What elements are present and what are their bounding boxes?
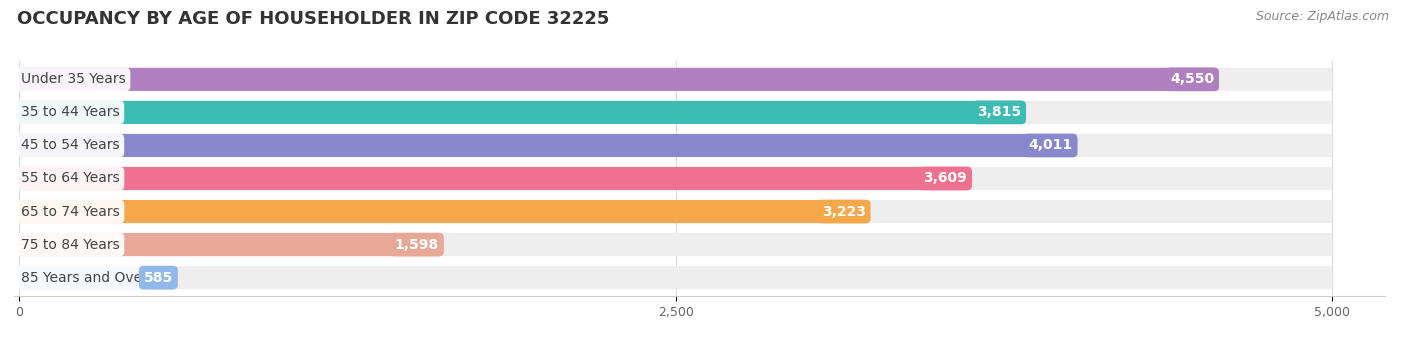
Text: 75 to 84 Years: 75 to 84 Years (21, 238, 120, 252)
Text: 3,609: 3,609 (924, 171, 967, 186)
Text: 1,598: 1,598 (395, 238, 439, 252)
FancyBboxPatch shape (20, 200, 1333, 223)
Text: 85 Years and Over: 85 Years and Over (21, 271, 148, 285)
Text: 65 to 74 Years: 65 to 74 Years (21, 205, 120, 219)
Text: Under 35 Years: Under 35 Years (21, 72, 125, 86)
Text: 585: 585 (143, 271, 173, 285)
FancyBboxPatch shape (20, 68, 1333, 91)
FancyBboxPatch shape (20, 233, 439, 256)
Text: 35 to 44 Years: 35 to 44 Years (21, 105, 120, 119)
Text: 3,815: 3,815 (977, 105, 1021, 119)
FancyBboxPatch shape (20, 233, 1333, 256)
Text: 45 to 54 Years: 45 to 54 Years (21, 138, 120, 152)
FancyBboxPatch shape (20, 134, 1073, 157)
FancyBboxPatch shape (20, 68, 1215, 91)
Text: 4,011: 4,011 (1029, 138, 1073, 152)
FancyBboxPatch shape (20, 101, 1021, 124)
FancyBboxPatch shape (20, 167, 967, 190)
Text: Source: ZipAtlas.com: Source: ZipAtlas.com (1256, 10, 1389, 23)
Text: OCCUPANCY BY AGE OF HOUSEHOLDER IN ZIP CODE 32225: OCCUPANCY BY AGE OF HOUSEHOLDER IN ZIP C… (17, 10, 609, 28)
FancyBboxPatch shape (20, 134, 1333, 157)
FancyBboxPatch shape (20, 167, 1333, 190)
FancyBboxPatch shape (20, 266, 173, 289)
Text: 4,550: 4,550 (1170, 72, 1215, 86)
Text: 55 to 64 Years: 55 to 64 Years (21, 171, 120, 186)
Text: 3,223: 3,223 (821, 205, 866, 219)
FancyBboxPatch shape (20, 101, 1333, 124)
FancyBboxPatch shape (20, 266, 1333, 289)
FancyBboxPatch shape (20, 200, 866, 223)
